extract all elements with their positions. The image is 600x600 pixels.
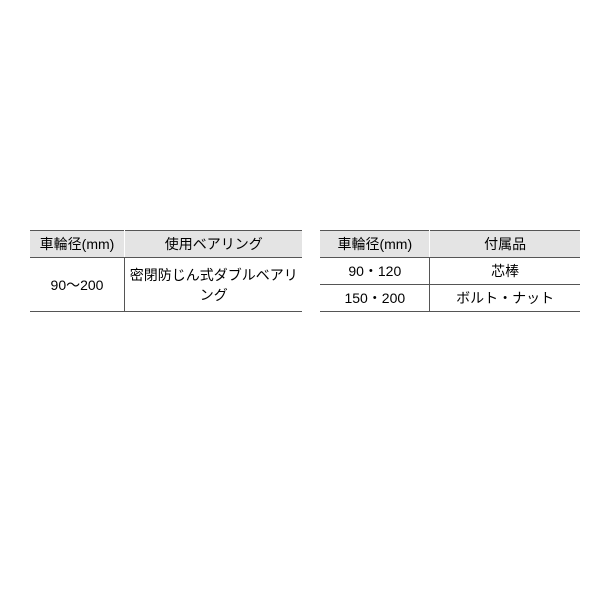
cell-bearing: 密閉防じん式ダブルベアリング — [125, 258, 303, 312]
col-header-wheel-diameter: 車輪径(mm) — [320, 231, 429, 258]
cell-wheel-diameter: 90・120 — [320, 258, 429, 285]
cell-wheel-diameter: 90〜200 — [30, 258, 125, 312]
col-header-accessory: 付属品 — [430, 231, 580, 258]
table-row: 90・120 芯棒 — [320, 258, 580, 285]
col-header-wheel-diameter: 車輪径(mm) — [30, 231, 125, 258]
table-row: 150・200 ボルト・ナット — [320, 285, 580, 312]
bearing-table: 車輪径(mm) 使用ベアリング 90〜200 密閉防じん式ダブルベアリング — [30, 230, 302, 312]
accessory-table: 車輪径(mm) 付属品 90・120 芯棒 150・200 ボルト・ナット — [320, 230, 580, 312]
cell-wheel-diameter: 150・200 — [320, 285, 429, 312]
table-header-row: 車輪径(mm) 付属品 — [320, 231, 580, 258]
col-header-bearing: 使用ベアリング — [125, 231, 303, 258]
cell-accessory: ボルト・ナット — [430, 285, 580, 312]
table-row: 90〜200 密閉防じん式ダブルベアリング — [30, 258, 302, 312]
cell-accessory: 芯棒 — [430, 258, 580, 285]
table-header-row: 車輪径(mm) 使用ベアリング — [30, 231, 302, 258]
tables-container: 車輪径(mm) 使用ベアリング 90〜200 密閉防じん式ダブルベアリング 車輪… — [30, 230, 580, 312]
